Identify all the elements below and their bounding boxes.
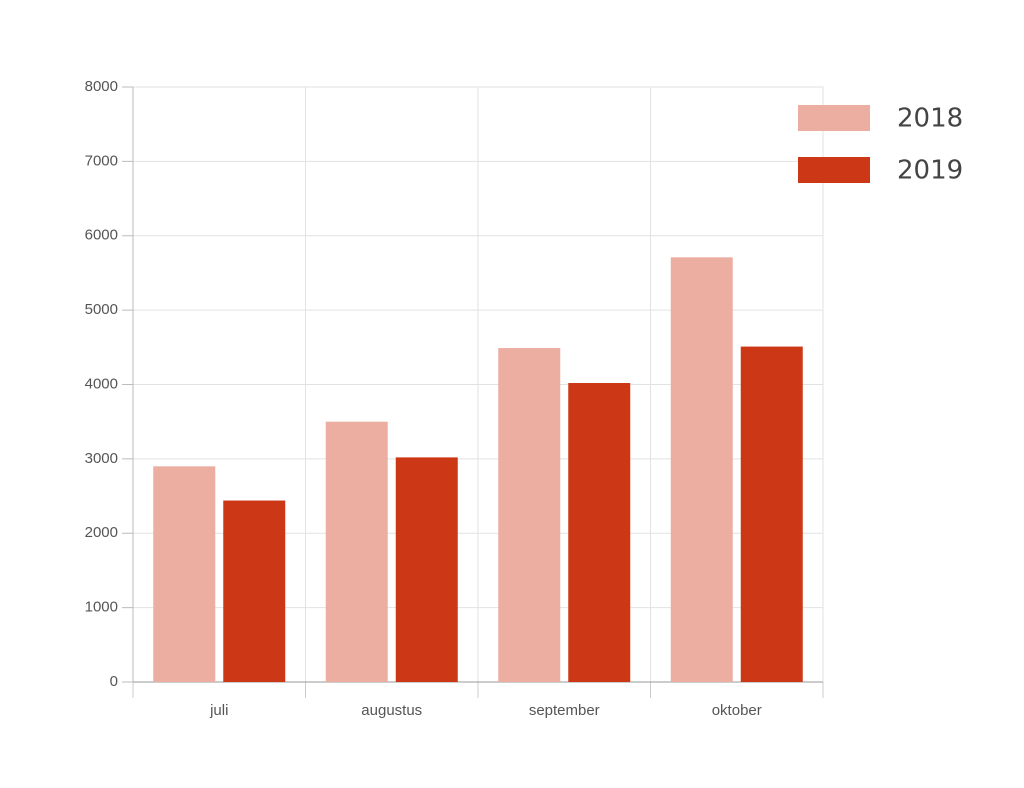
bar [395,457,458,682]
bar [223,500,286,682]
y-tick-label: 4000 [85,375,118,392]
y-tick-label: 0 [110,673,118,690]
y-tick-label: 5000 [85,301,118,318]
y-tick-label: 2000 [85,524,118,541]
bar [325,421,388,682]
legend-swatch [798,157,870,183]
bar [670,257,733,682]
x-tick-label: september [529,702,600,719]
legend-swatch [798,105,870,131]
y-tick-label: 7000 [85,152,118,169]
y-tick-label: 6000 [85,227,118,244]
bar [740,346,803,682]
x-tick-label: augustus [361,702,422,719]
y-tick-label: 3000 [85,450,118,467]
bar [498,348,561,682]
y-tick-label: 8000 [85,78,118,95]
bar [153,466,216,682]
x-tick-label: juli [209,702,228,719]
y-tick-label: 1000 [85,599,118,616]
legend-label: 2019 [897,156,963,186]
x-tick-label: oktober [712,702,762,719]
bar [568,383,631,682]
legend-label: 2018 [897,104,963,134]
